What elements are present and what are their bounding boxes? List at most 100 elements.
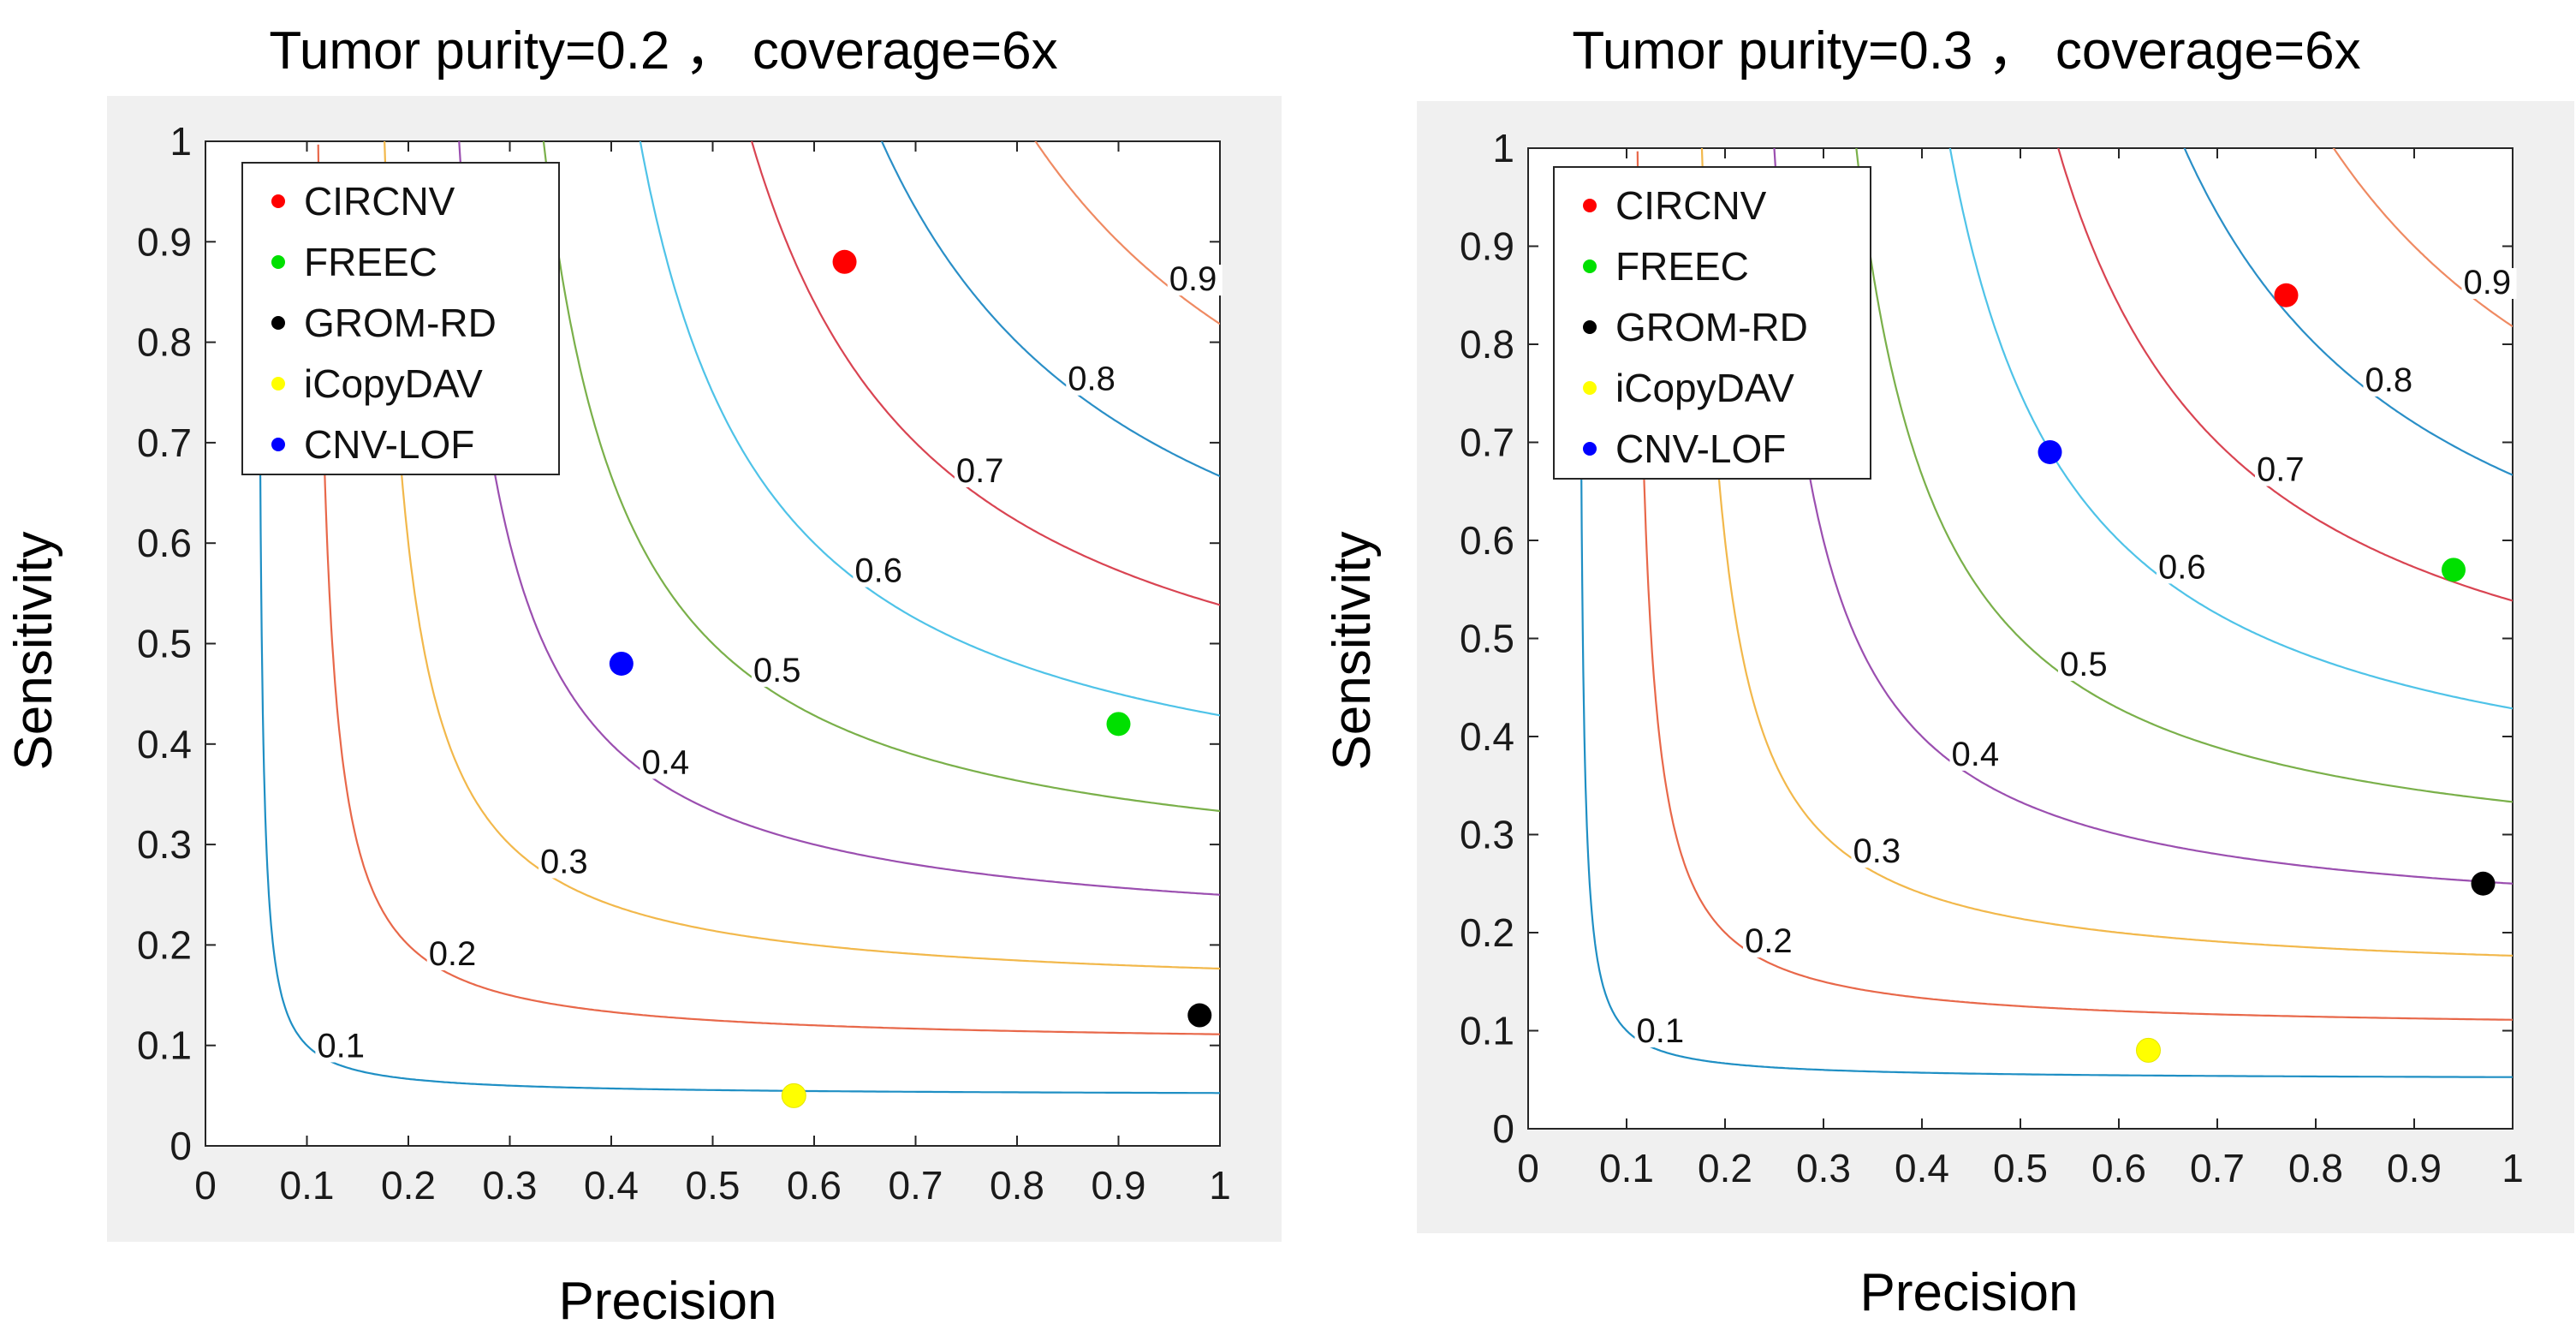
contour-line-0-7 — [750, 141, 1220, 606]
y-tick-label: 0.5 — [137, 622, 192, 666]
contour-label-0-6: 0.6 — [854, 552, 902, 590]
legend-marker-freec — [1583, 259, 1597, 273]
contour-label-0-4: 0.4 — [642, 743, 690, 781]
y-tick-label: 0.1 — [137, 1023, 192, 1068]
legend-marker-cnv-lof — [1583, 442, 1597, 456]
contour-line-0-5 — [1855, 148, 2513, 803]
y-tick-label: 0.7 — [137, 420, 192, 465]
legend-marker-freec — [271, 255, 285, 269]
legend-marker-icopydav — [271, 377, 285, 391]
y-tick-label: 0.6 — [1460, 518, 1514, 563]
contour-label-0-8: 0.8 — [1068, 361, 1115, 398]
contour-line-0-3 — [384, 141, 1220, 970]
y-tick-label: 0 — [1492, 1106, 1514, 1151]
data-point-grom-rd — [2471, 871, 2496, 896]
chart-title: Tumor purity=0.3 ， coverage=6x — [1572, 21, 2360, 81]
legend-marker-circnv — [271, 194, 285, 208]
data-point-freec — [1106, 712, 1131, 737]
contour-line-0-3 — [1700, 148, 2513, 957]
data-point-circnv — [2274, 283, 2299, 307]
x-tick-label: 0.7 — [889, 1163, 943, 1208]
contour-label-bg — [1066, 364, 1121, 396]
contour-label-bg — [1167, 265, 1223, 296]
contour-label-bg — [954, 456, 1009, 488]
contour-line-0-2 — [1636, 151, 2513, 1021]
x-tick-label: 1 — [1209, 1163, 1231, 1208]
legend-marker-grom-rd — [1583, 320, 1597, 334]
legend-marker-grom-rd — [271, 316, 285, 330]
x-tick-label: 0.3 — [483, 1163, 538, 1208]
x-tick-label: 0.8 — [2288, 1146, 2343, 1190]
x-tick-label: 0.4 — [584, 1163, 639, 1208]
legend-marker-icopydav — [1583, 381, 1597, 395]
x-tick-label: 0.3 — [1796, 1146, 1851, 1190]
y-tick-label: 0.2 — [1460, 910, 1514, 955]
data-point-freec — [2442, 558, 2466, 582]
contour-label-bg — [426, 939, 482, 970]
contour-label-bg — [751, 655, 806, 687]
data-point-cnv-lof — [609, 651, 634, 676]
legend-box — [241, 162, 560, 475]
contour-label-0-9: 0.9 — [1169, 260, 1217, 298]
x-tick-label: 0.2 — [381, 1163, 436, 1208]
contour-label-bg — [1851, 837, 1907, 868]
contour-label-0-5: 0.5 — [2060, 646, 2108, 683]
x-tick-label: 0.7 — [2190, 1146, 2245, 1190]
contour-label-0-2: 0.2 — [1745, 922, 1793, 960]
x-tick-label: 1 — [2502, 1146, 2524, 1190]
contour-label-0-6: 0.6 — [2158, 548, 2206, 586]
y-tick-label: 0.1 — [1460, 1009, 1514, 1053]
data-point-grom-rd — [1187, 1003, 1212, 1028]
y-axis-label: Sensitivity — [4, 531, 63, 770]
contour-label-0-5: 0.5 — [753, 652, 801, 689]
contour-line-0-7 — [2057, 148, 2513, 602]
chart-panel-2: Tumor purity=0.3 ， coverage=6x 0 0.1 0.2 0.3… — [1323, 21, 2574, 1322]
legend-entry-cnv-lof: CNV-LOF — [1615, 426, 1786, 471]
legend-marker-circnv — [1583, 199, 1597, 212]
legend-entry-freec: FREEC — [304, 240, 437, 284]
x-tick-label: 0.6 — [2091, 1146, 2146, 1190]
contour-label-0-7: 0.7 — [956, 452, 1004, 490]
chart-panel-1: Tumor purity=0.2 ， coverage=6x 0 0.1 0.2 0.3… — [4, 21, 1282, 1331]
contour-label-bg — [2157, 552, 2211, 584]
data-point-cnv-lof — [2038, 439, 2062, 464]
contour-line-0-4 — [458, 141, 1220, 896]
data-point-icopydav — [2136, 1037, 2161, 1063]
contour-label-0-3: 0.3 — [540, 843, 588, 880]
y-tick-label: 1 — [170, 119, 192, 164]
x-tick-label: 0.4 — [1895, 1146, 1949, 1190]
x-tick-label: 0.2 — [1698, 1146, 1752, 1190]
contour-label-0-1: 0.1 — [317, 1027, 365, 1065]
contour-line-0-2 — [317, 144, 1220, 1035]
contour-label-bg — [538, 847, 594, 879]
contour-line-0-4 — [1773, 148, 2513, 885]
x-axis-label: Precision — [1860, 1263, 2079, 1322]
legend: CIRCNV FREEC GROM-RD iCopyDAV CNV-LOF — [1553, 166, 1871, 480]
y-tick-label: 0.3 — [1460, 813, 1514, 857]
contour-label-bg — [1634, 1017, 1690, 1048]
y-tick-label: 0.9 — [137, 219, 192, 264]
legend: CIRCNV FREEC GROM-RD iCopyDAV CNV-LOF — [241, 162, 560, 475]
contour-label-bg — [640, 748, 695, 779]
legend-entry-grom-rd: GROM-RD — [304, 301, 497, 345]
contour-line-0-5 — [542, 141, 1220, 813]
y-tick-label: 0.3 — [137, 822, 192, 867]
legend-entry-grom-rd: GROM-RD — [1615, 305, 1808, 349]
y-tick-label: 0.6 — [137, 521, 192, 565]
y-axis-label: Sensitivity — [1323, 531, 1382, 770]
y-tick-label: 1 — [1492, 126, 1514, 170]
x-tick-label: 0.9 — [2387, 1146, 2442, 1190]
x-tick-label: 0.8 — [990, 1163, 1044, 1208]
x-axis-label: Precision — [559, 1272, 777, 1331]
contour-label-0-2: 0.2 — [429, 935, 477, 973]
legend-box — [1553, 166, 1871, 480]
contour-line-0-6 — [639, 141, 1220, 717]
contour-label-0-9: 0.9 — [2464, 264, 2512, 301]
legend-entry-circnv: CIRCNV — [1615, 183, 1767, 228]
contour-label-bg — [2363, 365, 2418, 397]
contour-line-0-8 — [880, 141, 1220, 477]
y-tick-label: 0.8 — [1460, 322, 1514, 367]
y-tick-label: 0.8 — [137, 320, 192, 365]
